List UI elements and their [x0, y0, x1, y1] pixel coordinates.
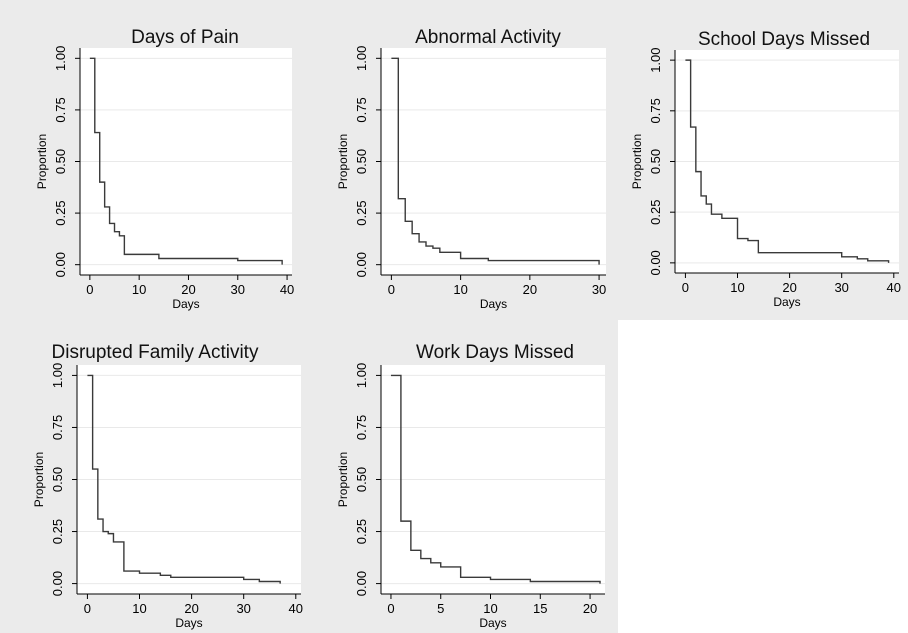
- x-tick-label: 40: [887, 280, 901, 295]
- y-tick-label: 1.00: [354, 363, 369, 388]
- y-tick-label: 0.50: [354, 149, 369, 174]
- x-tick-label: 40: [289, 601, 303, 616]
- x-tick-label: 20: [523, 282, 537, 297]
- y-tick-label: 0.75: [354, 97, 369, 122]
- x-axis-title: Days: [480, 297, 507, 311]
- y-tick-label: 0.75: [50, 415, 65, 440]
- y-axis-title: Proportion: [32, 452, 46, 507]
- x-tick-label: 30: [231, 282, 245, 297]
- x-axis-title: Days: [172, 297, 199, 311]
- y-tick-label: 0.50: [53, 149, 68, 174]
- survival-curve: [89, 57, 283, 265]
- y-tick-label: 0.00: [354, 571, 369, 596]
- y-tick-label: 0.25: [53, 200, 68, 225]
- survival-curve: [685, 59, 890, 263]
- x-tick-label: 15: [533, 601, 547, 616]
- y-axis-title: Proportion: [336, 452, 350, 507]
- chart-panel-5: 0.00 0.25 0.50 0.75 1.00 0 5 10 15 20 Days Proporti…: [314, 320, 618, 633]
- chart-panel-4: 0.00 0.25 0.50 0.75 1.00 0 10 20 30 40 Days Proport…: [0, 320, 314, 633]
- x-tick-label: 0: [84, 601, 91, 616]
- y-tick-label: 0.75: [53, 97, 68, 122]
- x-tick-label: 0: [86, 282, 93, 297]
- y-tick-label: 0.50: [648, 149, 663, 174]
- x-tick-label: 10: [132, 601, 146, 616]
- y-axis-title: Proportion: [35, 134, 49, 189]
- x-tick-label: 30: [834, 280, 848, 295]
- x-tick-label: 20: [583, 601, 597, 616]
- x-axis-title: Days: [479, 616, 506, 630]
- y-axis-title: Proportion: [336, 134, 350, 189]
- x-tick-label: 0: [388, 282, 395, 297]
- y-tick-label: 1.00: [53, 46, 68, 71]
- x-tick-label: 10: [132, 282, 146, 297]
- x-axis-title: Days: [175, 616, 202, 630]
- x-tick-label: 20: [782, 280, 796, 295]
- x-tick-label: 10: [453, 282, 467, 297]
- x-tick-label: 40: [280, 282, 294, 297]
- x-tick-label: 20: [181, 282, 195, 297]
- y-tick-label: 1.00: [648, 47, 663, 72]
- y-tick-label: 1.00: [354, 46, 369, 71]
- y-tick-label: 0.00: [354, 252, 369, 277]
- y-tick-label: 0.25: [354, 200, 369, 225]
- y-tick-label: 0.50: [50, 467, 65, 492]
- survival-curve: [391, 57, 600, 265]
- chart-title: Abnormal Activity: [415, 27, 561, 48]
- x-tick-label: 30: [592, 282, 606, 297]
- survival-curve: [87, 374, 281, 584]
- y-tick-label: 0.50: [354, 467, 369, 492]
- chart-panel-3: 0.00 0.25 0.50 0.75 1.00 0 10 20 30 40 Days Proport…: [618, 0, 908, 320]
- y-tick-label: 0.00: [53, 252, 68, 277]
- y-tick-label: 0.25: [50, 519, 65, 544]
- x-axis-title: Days: [773, 295, 800, 309]
- x-tick-label: 0: [682, 280, 689, 295]
- y-tick-label: 0.25: [354, 519, 369, 544]
- y-tick-label: 0.00: [50, 571, 65, 596]
- x-tick-label: 0: [387, 601, 394, 616]
- chart-panel-1: 0.00 0.25 0.50 0.75 1.00 0 10 20 30 40 Days Proport…: [0, 0, 314, 320]
- x-tick-label: 30: [236, 601, 250, 616]
- chart-title: Work Days Missed: [416, 342, 574, 363]
- y-tick-label: 0.00: [648, 250, 663, 275]
- y-axis-title: Proportion: [630, 134, 644, 189]
- y-tick-label: 1.00: [50, 363, 65, 388]
- x-tick-label: 5: [437, 601, 444, 616]
- chart-panel-2: 0.00 0.25 0.50 0.75 1.00 0 10 20 30 Days Proportio…: [314, 0, 618, 320]
- y-tick-label: 0.75: [354, 415, 369, 440]
- chart-title: School Days Missed: [698, 29, 870, 50]
- survival-curve: [390, 374, 601, 584]
- chart-title: Days of Pain: [131, 27, 239, 48]
- y-tick-label: 0.25: [648, 200, 663, 225]
- x-tick-label: 10: [730, 280, 744, 295]
- chart-title: Disrupted Family Activity: [52, 342, 259, 363]
- x-tick-label: 20: [184, 601, 198, 616]
- x-tick-label: 10: [483, 601, 497, 616]
- y-tick-label: 0.75: [648, 98, 663, 123]
